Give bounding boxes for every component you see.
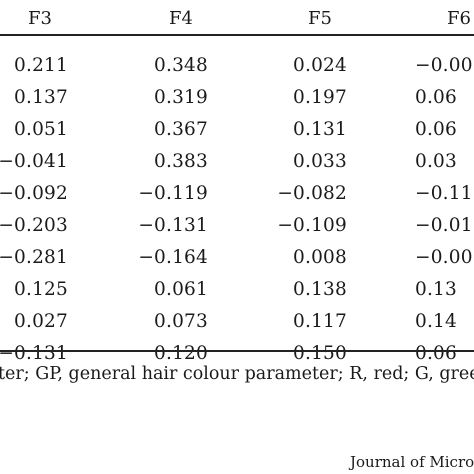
- table-bottom-rule: [0, 350, 474, 352]
- table-cell-f6: 0.03: [415, 151, 457, 172]
- table-cell-f3: 0.137: [14, 87, 68, 108]
- table-body: 0.211 0.348 0.024 −0.00 0.137 0.319 0.19…: [0, 50, 474, 364]
- table-cell-f6: −0.11: [415, 183, 473, 204]
- table-cell-f4: 0.120: [154, 343, 208, 364]
- table-cell-f5: 0.138: [293, 279, 347, 300]
- table-cell-f5: 0.033: [293, 151, 347, 172]
- table-cell-f4: −0.131: [138, 215, 208, 236]
- table-cell-f6: 0.06: [415, 119, 457, 140]
- table-cell-f5: 0.024: [293, 55, 347, 76]
- table-cell-f5: 0.197: [293, 87, 347, 108]
- table-cell-f3: −0.092: [0, 183, 68, 204]
- table-cell-f6: 0.14: [415, 311, 457, 332]
- table-cell-f6: −0.01: [415, 215, 473, 236]
- table-cell-f5: 0.150: [293, 343, 347, 364]
- table-row: −0.203 −0.131 −0.109 −0.01: [0, 210, 474, 242]
- table-cell-f5: 0.131: [293, 119, 347, 140]
- journal-credit: Journal of Micro: [350, 453, 474, 471]
- table-cell-f4: 0.319: [154, 87, 208, 108]
- table-row: 0.027 0.073 0.117 0.14: [0, 306, 474, 338]
- column-header-f4: F4: [169, 8, 193, 29]
- column-header-f5: F5: [308, 8, 332, 29]
- table-cell-f5: −0.082: [277, 183, 347, 204]
- table-row: 0.137 0.319 0.197 0.06: [0, 82, 474, 114]
- table-row: −0.131 0.120 0.150 0.06: [0, 338, 474, 370]
- table-row: −0.281 −0.164 0.008 −0.00: [0, 242, 474, 274]
- table-cell-f3: 0.027: [14, 311, 68, 332]
- table-row: 0.125 0.061 0.138 0.13: [0, 274, 474, 306]
- table-cell-f3: 0.051: [14, 119, 68, 140]
- table-cell-f6: 0.06: [415, 87, 457, 108]
- table-footnote: ter; GP, general hair colour parameter; …: [0, 364, 474, 384]
- table-cell-f6: −0.00: [415, 247, 473, 268]
- table-cell-f3: 0.125: [14, 279, 68, 300]
- table-top-rule: [0, 34, 474, 36]
- table-row: 0.211 0.348 0.024 −0.00: [0, 50, 474, 82]
- table-cell-f4: −0.119: [138, 183, 208, 204]
- table-cell-f5: −0.109: [277, 215, 347, 236]
- table-row: −0.092 −0.119 −0.082 −0.11: [0, 178, 474, 210]
- table-cell-f5: 0.117: [293, 311, 347, 332]
- column-header-f6: F6: [447, 8, 471, 29]
- table-cell-f4: 0.348: [154, 55, 208, 76]
- table-cell-f3: −0.041: [0, 151, 68, 172]
- table-cell-f4: 0.073: [154, 311, 208, 332]
- table-row: −0.041 0.383 0.033 0.03: [0, 146, 474, 178]
- table-cell-f3: 0.211: [14, 55, 68, 76]
- table-cell-f4: 0.383: [154, 151, 208, 172]
- table-row: 0.051 0.367 0.131 0.06: [0, 114, 474, 146]
- table-cell-f6: 0.13: [415, 279, 457, 300]
- table-cell-f3: −0.203: [0, 215, 68, 236]
- column-header-f3: F3: [28, 8, 52, 29]
- table-cell-f6: −0.00: [415, 55, 473, 76]
- table-cell-f3: −0.281: [0, 247, 68, 268]
- table-cell-f6: 0.06: [415, 343, 457, 364]
- table-cell-f3: −0.131: [0, 343, 68, 364]
- table-cell-f5: 0.008: [293, 247, 347, 268]
- table-cell-f4: −0.164: [138, 247, 208, 268]
- table-cell-f4: 0.061: [154, 279, 208, 300]
- table-cell-f4: 0.367: [154, 119, 208, 140]
